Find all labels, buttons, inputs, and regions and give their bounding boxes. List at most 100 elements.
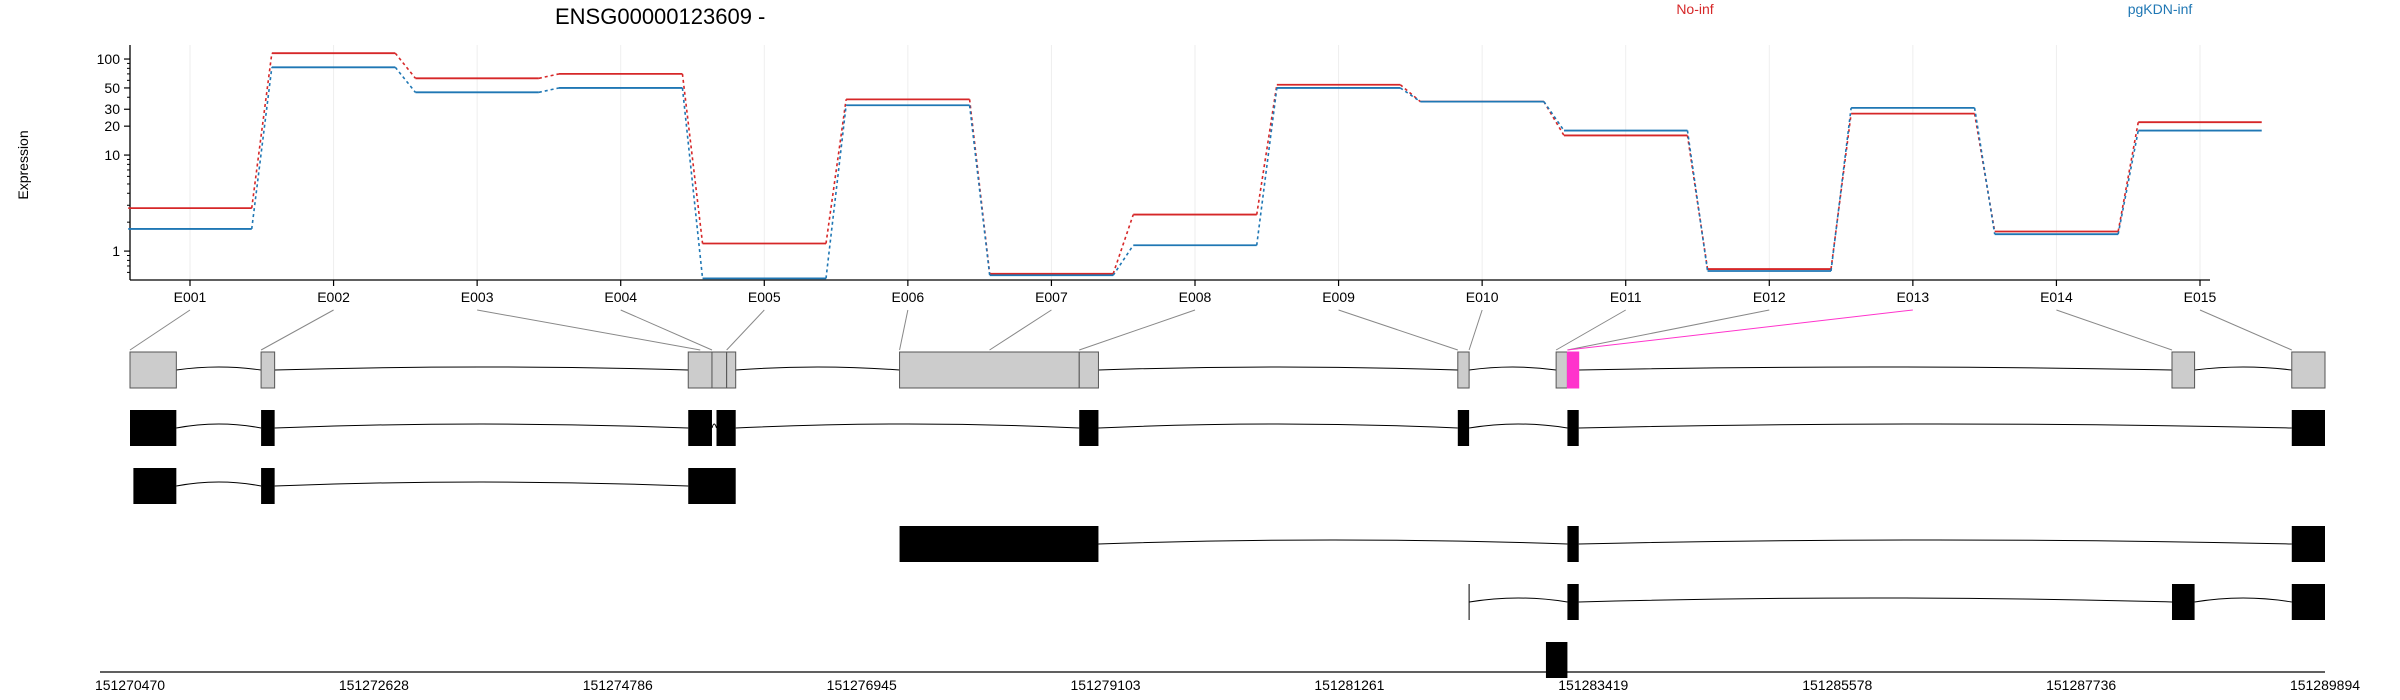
exon-label-e004: E004 [604,289,637,305]
transcript-exon [899,526,1099,562]
transcript-exon [1567,584,1579,620]
intron-line [1469,366,1557,371]
transcript-intron [176,481,262,487]
series-connector [1973,113,1996,232]
coord-tick-label: 151281261 [1314,677,1384,693]
series-connector [1543,101,1565,136]
intron-line [2194,366,2292,371]
exon-block [1078,351,1099,389]
exon-connector [129,309,191,351]
exon-connector [1468,309,1483,351]
genomic-coordinate-axis: 151270470 151272628 151274786 151276945 1512… [95,671,2360,693]
y-axis-label: Expression [15,130,31,199]
series-connector [1255,87,1278,246]
exon-connector [1338,309,1458,351]
series-connector [681,73,704,244]
exon-connector [2199,309,2292,351]
coord-tick-label: 151283419 [1558,677,1628,693]
series-connector [1112,214,1135,275]
transcript-2 [133,468,736,504]
coord-tick-label: 151279103 [1071,677,1141,693]
exon-label-e008: E008 [1179,289,1212,305]
transcript-intron [1578,423,2292,429]
y-tick-label: 1 [112,243,120,259]
transcript-3 [899,526,2325,562]
transcript-intron [1098,539,1568,545]
transcript-intron [274,423,689,429]
exon-block [899,351,1080,389]
series-connector [1973,107,1996,235]
series-connector [1255,84,1278,215]
exon-label-e006: E006 [892,289,925,305]
exon-block [2291,351,2326,389]
exon-block [1457,351,1470,389]
exon-block [2171,351,2196,389]
y-tick-label: 50 [104,80,120,96]
exon-connector [1555,309,1626,351]
transcript-intron [176,423,262,429]
transcript-intron [1098,423,1458,429]
transcript-intron [1469,597,1568,603]
transcript-exon [2291,410,2325,446]
exon-label-e003: E003 [461,289,494,305]
exon-block [726,351,737,389]
series-connector [250,67,273,230]
exon-connector [726,309,765,351]
coord-tick-label: 151274786 [583,677,653,693]
transcript-intron [735,423,1080,429]
exon-connector [2056,309,2173,351]
transcript-intron [274,481,689,487]
exon-block [687,351,713,389]
exon-label-e011: E011 [1610,289,1642,305]
transcript-exon [1567,526,1579,562]
transcript-exon [130,410,177,446]
legend: No-inf pgKDN-inf [1676,1,2192,17]
series-connector [250,53,273,209]
transcript-exon [688,410,712,446]
series-connector [1543,101,1565,132]
exon-connector [1567,309,1770,351]
transcript-intron [711,423,717,429]
series-connector [538,87,560,94]
exon-block [129,351,177,389]
series-connector [681,87,704,279]
y-tick-label: 100 [97,51,121,67]
series-connector [968,105,991,276]
exon-connector [989,309,1052,351]
coord-tick-label: 151272628 [339,677,409,693]
transcript-tracks [130,410,2325,678]
series-connector [1399,87,1421,103]
exon-label-e009: E009 [1322,289,1355,305]
transcript-1 [130,410,2325,446]
legend-label-no-inf: No-inf [1676,1,1713,17]
transcript-exon [2171,584,2195,620]
series-connector [1399,84,1421,103]
transcript-exon [1079,410,1099,446]
exon-connector [899,309,909,351]
transcript-exon [261,468,275,504]
transcript-5 [1545,642,1568,678]
exon-label-e005: E005 [748,289,781,305]
transcript-exon [716,410,736,446]
exon-connector [1079,309,1196,351]
transcript-exon [1567,410,1579,446]
transcript-intron [1578,597,2173,603]
exon-block [1555,351,1568,389]
intron-line [735,366,900,371]
intron-line [176,366,262,371]
exon-label-e007: E007 [1035,289,1068,305]
exon-block [260,351,276,389]
transcript-exon [261,410,275,446]
transcript-exon [2291,526,2325,562]
series-pgkdn-inf [128,66,2262,280]
transcript-exon [2291,584,2325,620]
legend-label-pgkdn-inf: pgKDN-inf [2128,1,2193,17]
exon-label-e012: E012 [1753,289,1786,305]
intron-line [274,366,689,371]
y-tick-label: 20 [104,118,120,134]
header-area: ENSG00000123609 - Expression [15,4,765,200]
transcript-intron [2194,597,2292,603]
transcript-intron [1578,539,2292,545]
series-connector [1112,244,1134,276]
gene-model [129,351,2326,389]
